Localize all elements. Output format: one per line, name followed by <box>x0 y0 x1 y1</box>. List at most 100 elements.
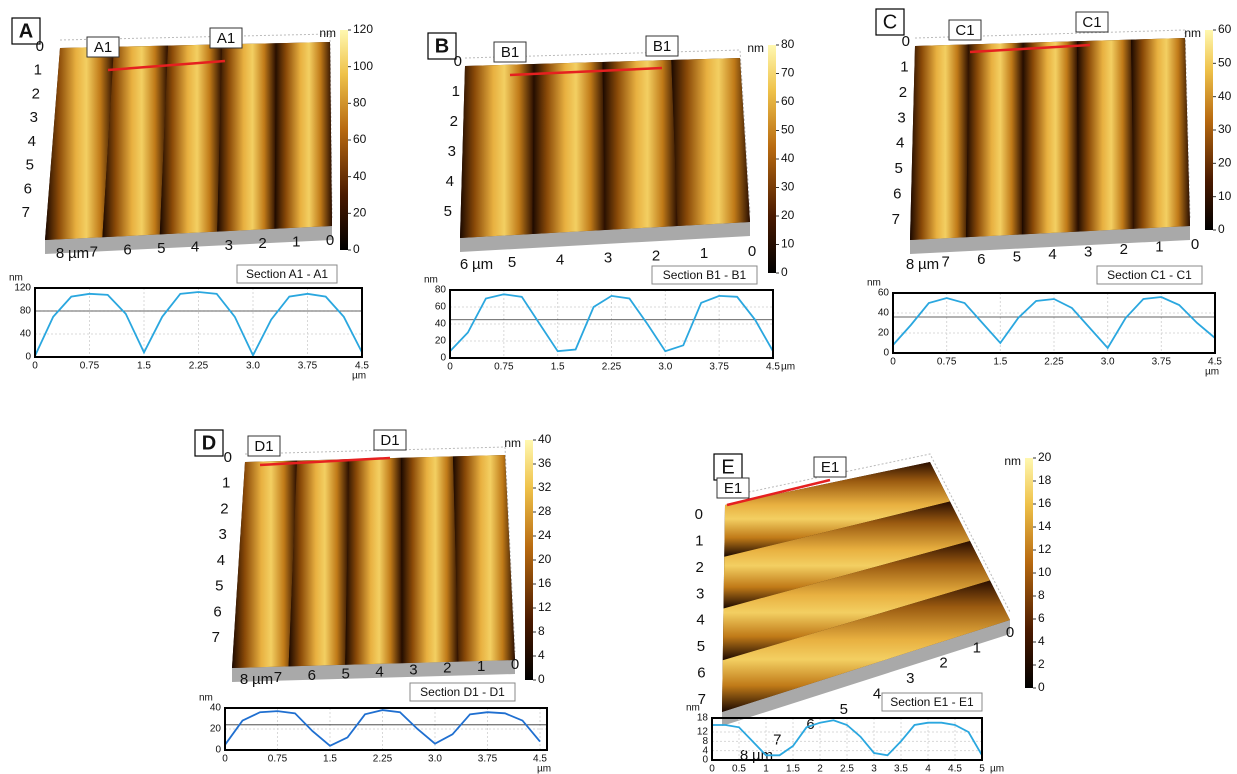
colorbar-unit: nm <box>1004 454 1021 468</box>
plot-frame <box>35 288 362 357</box>
x-tick-label: 3.0 <box>1101 357 1115 368</box>
image-axis-label: 3 <box>219 526 227 543</box>
panel: C01234567876543210µmC1C1nm0102030405060S… <box>867 9 1232 378</box>
figure: A01234567876543210µmA1A1nm02040608010012… <box>0 0 1237 774</box>
x-tick-label: 4.5 <box>948 764 962 774</box>
colorbar-unit: nm <box>747 41 764 55</box>
y-axis-label: nm <box>424 275 438 286</box>
image-axis-label: 7 <box>22 204 30 221</box>
y-tick-label: 20 <box>435 336 447 347</box>
y-tick-label: 18 <box>697 713 709 724</box>
image-axis-label: 2 <box>939 655 947 672</box>
image-axis-label: 3 <box>448 143 456 160</box>
y-tick-label: 12 <box>697 727 709 738</box>
x-tick-label: 5 <box>979 764 985 774</box>
image-axis-label: 4 <box>28 133 36 150</box>
image-axis-label: 3 <box>30 109 38 126</box>
y-tick-label: 80 <box>435 285 447 296</box>
image-axis-label: 8 <box>56 245 64 262</box>
panel-label: D <box>202 432 216 454</box>
surface-ridge <box>603 60 678 230</box>
image-axis-label: 2 <box>443 660 451 677</box>
colorbar-tick-label: 18 <box>1038 473 1052 487</box>
y-axis-label: nm <box>199 693 213 704</box>
image-axis-label: 8 <box>740 747 748 764</box>
colorbar-tick-label: 20 <box>1218 156 1232 170</box>
image-axis-label: 0 <box>1006 624 1014 641</box>
image-axis-label: 6 <box>893 186 901 203</box>
colorbar-tick-label: 12 <box>1038 542 1052 556</box>
marker-label: A1 <box>94 39 112 56</box>
image-axis-label: 5 <box>444 203 452 220</box>
surface-ridge <box>232 461 297 668</box>
panel: D01234567876543210µmD1D1nm04812162024283… <box>195 430 552 774</box>
image-axis-label: 2 <box>1120 241 1128 258</box>
x-tick-label: 0.75 <box>80 361 100 372</box>
panel: B0123456543210µmB1B1nm01020304050607080S… <box>424 33 795 373</box>
marker-label: A1 <box>217 30 235 47</box>
image-axis-label: 8 <box>906 256 914 273</box>
image-axis-label: 7 <box>274 669 282 686</box>
x-tick-label: 1.5 <box>137 361 151 372</box>
colorbar-tick-label: 36 <box>538 456 552 470</box>
image-axis-label: 5 <box>508 254 516 271</box>
panel: E01234567876543210µmE1E1nm02468101214161… <box>686 450 1052 774</box>
x-tick-label: 0 <box>32 361 38 372</box>
colorbar <box>340 30 348 250</box>
surface-ridge <box>453 455 515 662</box>
colorbar-tick-label: 4 <box>1038 634 1045 648</box>
x-tick-label: 3.0 <box>428 754 442 765</box>
marker-label: D1 <box>380 432 399 449</box>
colorbar-tick-label: 4 <box>538 648 545 662</box>
y-tick-label: 0 <box>25 352 31 363</box>
image-axis-label: 4 <box>873 685 881 702</box>
colorbar-tick-label: 50 <box>1218 56 1232 70</box>
image-axis-label: 3 <box>897 109 905 126</box>
y-axis-label: nm <box>867 278 881 289</box>
x-tick-label: 2 <box>817 764 823 774</box>
x-tick-label: 3.75 <box>478 754 498 765</box>
colorbar-tick-label: 10 <box>781 237 795 251</box>
colorbar-tick-label: 14 <box>1038 519 1052 533</box>
colorbar-tick-label: 8 <box>1038 588 1045 602</box>
colorbar-tick-label: 0 <box>1038 680 1045 694</box>
surface-ridge <box>533 62 606 234</box>
image-axis-label: 1 <box>1155 238 1163 255</box>
colorbar <box>1205 30 1213 230</box>
surface-ridge <box>160 44 222 234</box>
image-axis-label: 5 <box>157 240 165 257</box>
colorbar-tick-label: 50 <box>781 123 795 137</box>
image-axis-label: 0 <box>1191 236 1199 253</box>
colorbar-tick-label: 60 <box>781 94 795 108</box>
x-tick-label: 1 <box>763 764 769 774</box>
colorbar-tick-label: 120 <box>353 22 373 36</box>
colorbar-tick-label: 20 <box>781 208 795 222</box>
surface-ridge <box>401 456 458 663</box>
marker-label: C1 <box>955 22 974 39</box>
x-tick-label: 2.25 <box>602 362 622 373</box>
panel-label: C <box>883 11 897 33</box>
y-axis-label: nm <box>686 703 700 714</box>
image-axis-label: 0 <box>902 33 910 50</box>
image-axis-label: 5 <box>697 638 705 655</box>
image-axis-label: 1 <box>452 83 460 100</box>
surface-ridge <box>1022 41 1078 234</box>
image-axis-label: 0 <box>454 53 462 70</box>
x-tick-label: 3.75 <box>298 361 318 372</box>
image-axis-label: 0 <box>36 38 44 55</box>
surface-ridge <box>289 459 349 666</box>
marker-label: B1 <box>653 38 671 55</box>
y-tick-label: 40 <box>210 703 222 714</box>
image-axis-label: 6 <box>213 603 221 620</box>
image-axis-label: 1 <box>292 234 300 251</box>
image-axis-label: 7 <box>212 629 220 646</box>
image-axis-label: 3 <box>906 670 914 687</box>
colorbar-tick-label: 6 <box>1038 611 1045 625</box>
colorbar-tick-label: 0 <box>781 265 788 279</box>
image-axis-label: 7 <box>941 253 949 270</box>
colorbar-unit: nm <box>319 26 336 40</box>
colorbar-tick-label: 70 <box>781 66 795 80</box>
image-axis-label: 5 <box>341 665 349 682</box>
colorbar-tick-label: 40 <box>1218 89 1232 103</box>
colorbar-tick-label: 10 <box>1038 565 1052 579</box>
